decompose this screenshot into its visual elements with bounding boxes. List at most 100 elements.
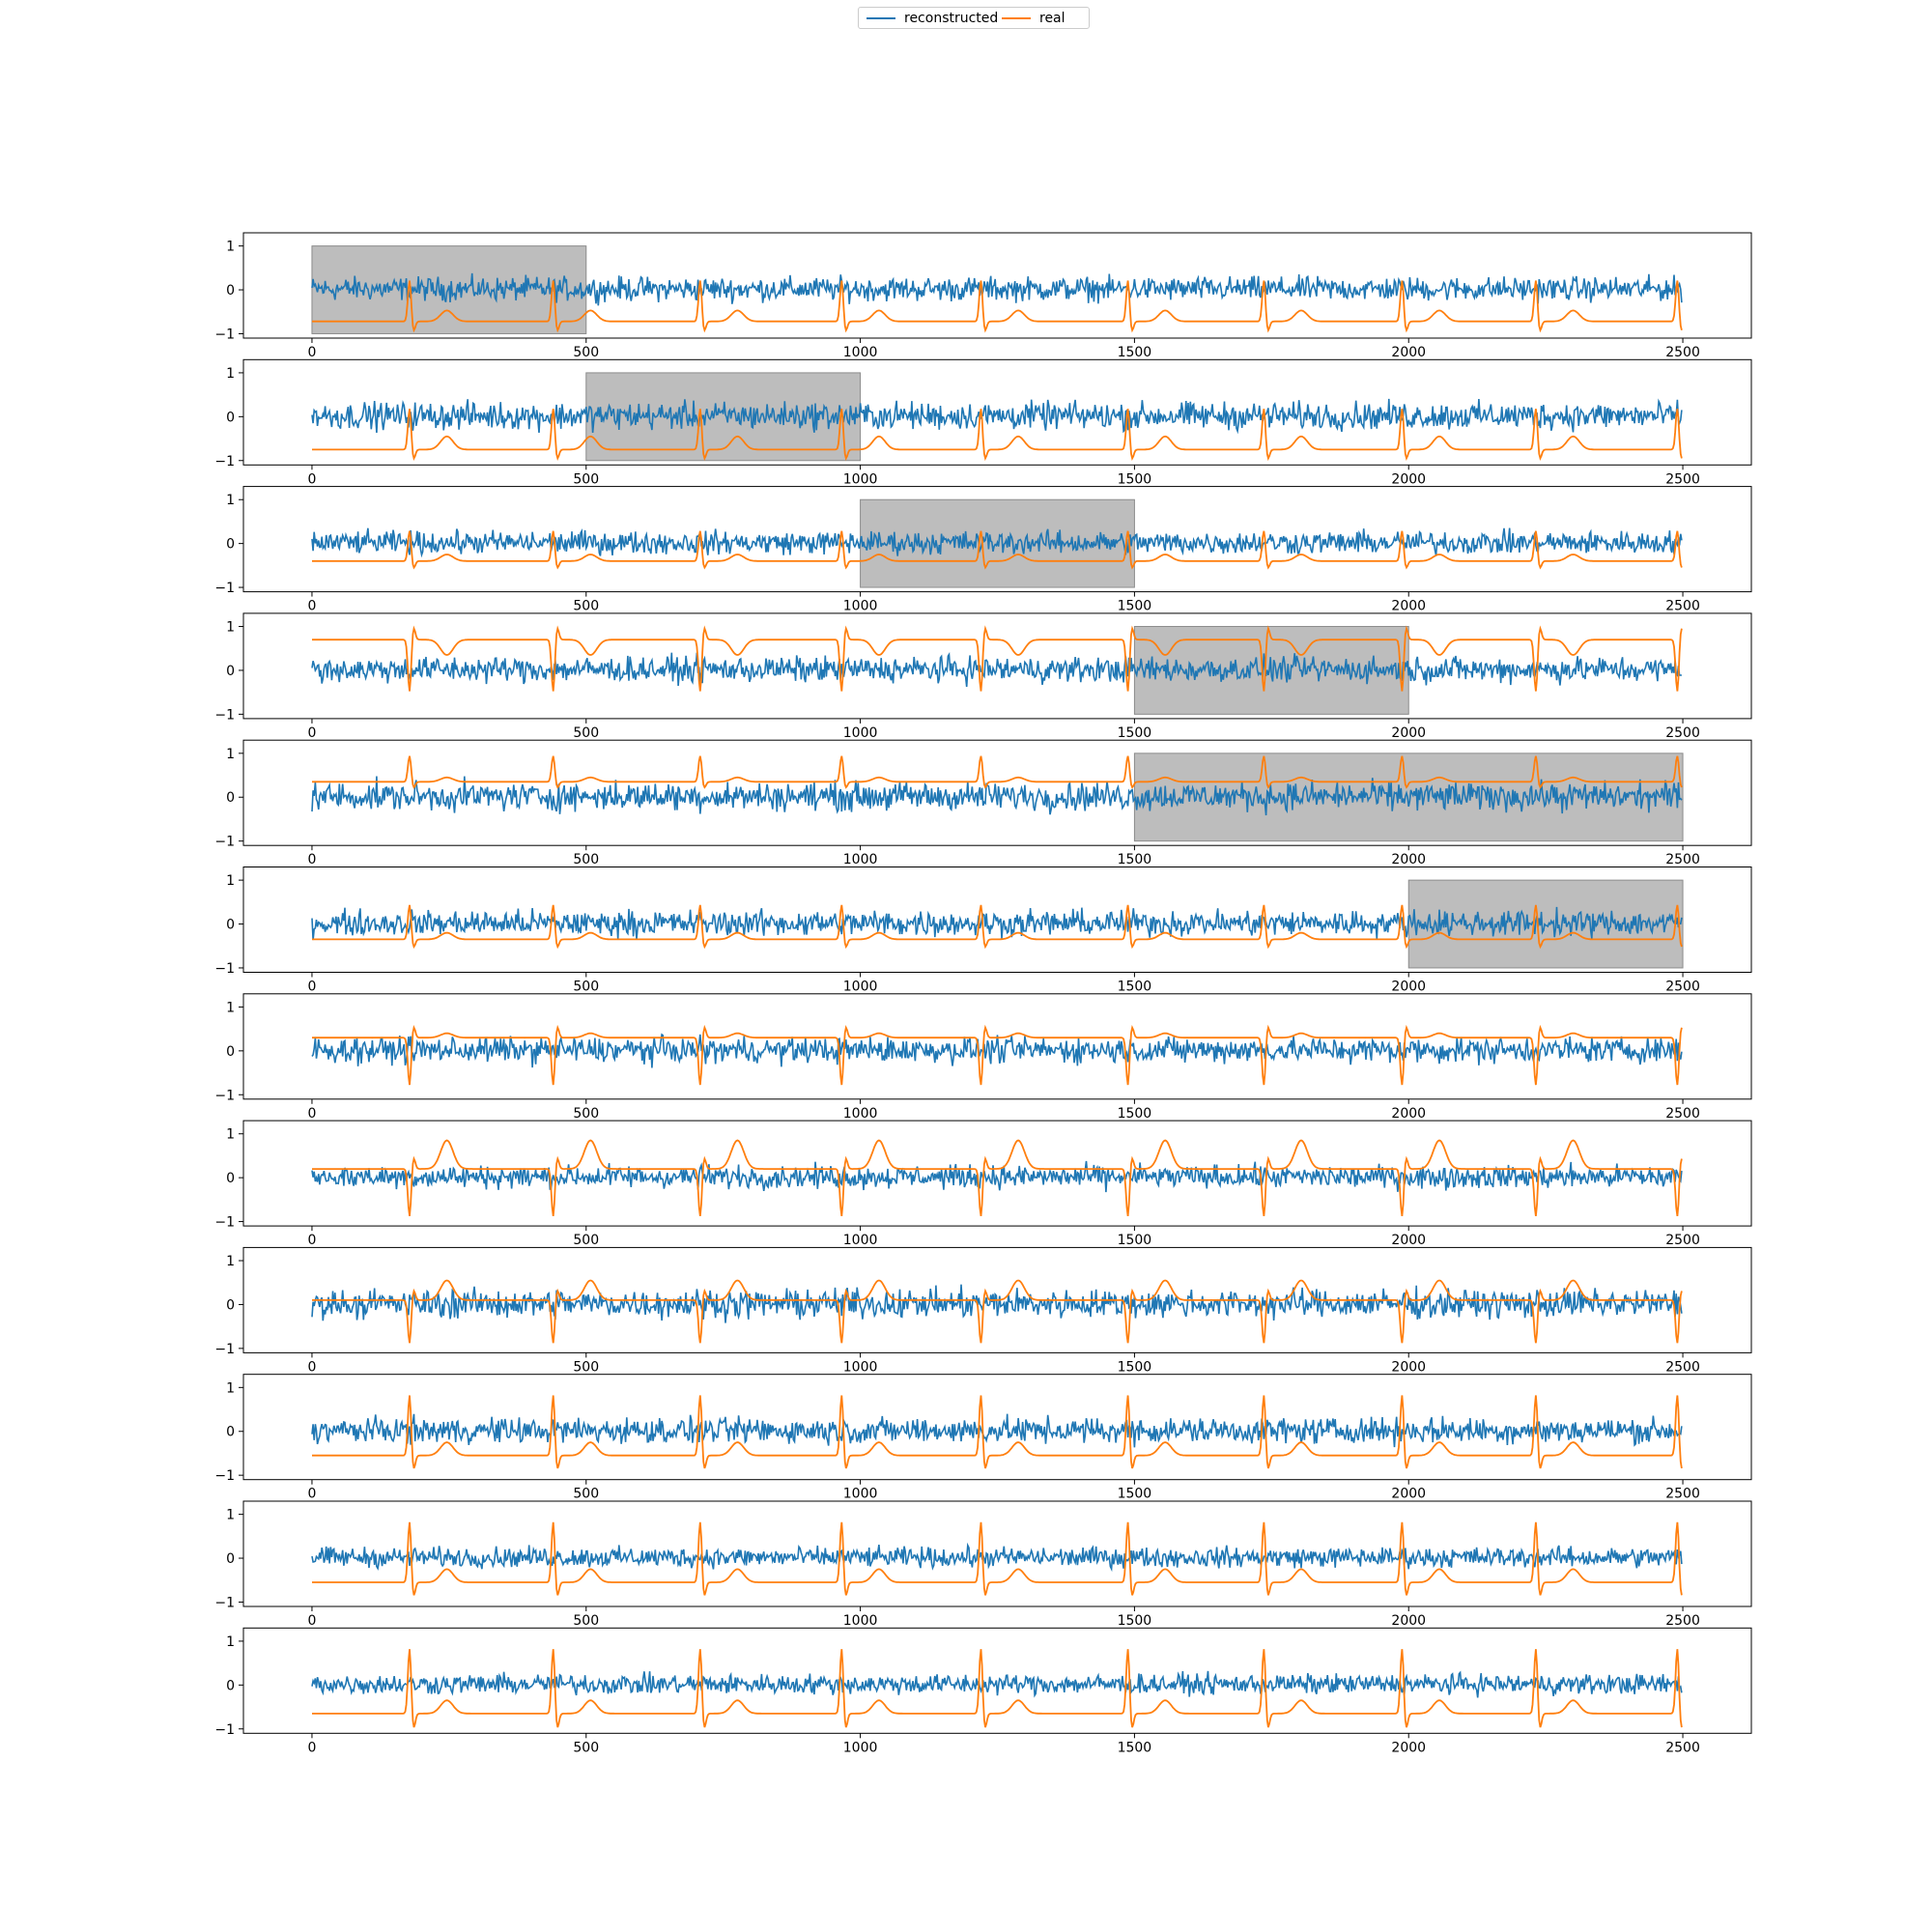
series-reconstructed <box>312 1545 1682 1569</box>
subplot-5: −1 0 1 0 500 1000 1500 2000 2500 <box>214 740 1751 867</box>
x-tick-label: 0 <box>307 471 316 487</box>
legend-swatch-reconstructed <box>867 17 895 19</box>
x-tick-label: 500 <box>573 345 599 360</box>
x-tick-label: 500 <box>573 852 599 867</box>
series-reconstructed <box>312 1285 1682 1323</box>
axes-frame <box>243 1628 1751 1733</box>
x-tick-label: 1000 <box>843 1613 878 1629</box>
x-tick-label: 1000 <box>843 1487 878 1502</box>
x-tick-label: 1500 <box>1118 1359 1152 1375</box>
y-tick-label: 1 <box>226 493 235 508</box>
x-tick-label: 1500 <box>1118 1613 1152 1629</box>
x-tick-label: 1000 <box>843 471 878 487</box>
y-tick-label: 1 <box>226 1634 235 1650</box>
x-tick-label: 1000 <box>843 1740 878 1755</box>
y-tick-label: 1 <box>226 240 235 255</box>
y-tick-label: 0 <box>226 1044 235 1060</box>
subplot-3: −1010 500 1000 1500 2000 2500 <box>214 487 1751 614</box>
x-tick-label: 1000 <box>843 725 878 741</box>
y-tick-label: −1 <box>214 1215 235 1231</box>
y-tick-label: −1 <box>214 1722 235 1738</box>
x-tick-label: 1000 <box>843 1359 878 1375</box>
x-tick-label: 500 <box>573 1613 599 1629</box>
x-tick-label: 1000 <box>843 599 878 614</box>
y-tick-label: −1 <box>214 835 235 850</box>
x-tick-label: 2500 <box>1665 725 1700 741</box>
y-tick-label: −1 <box>214 1468 235 1484</box>
x-tick-label: 0 <box>307 1106 316 1122</box>
x-tick-label: 1500 <box>1118 471 1152 487</box>
y-tick-label: 1 <box>226 366 235 382</box>
x-tick-label: 1000 <box>843 345 878 360</box>
subplot-1: −1 0 1 0 500 1000 1500 2000 2500 <box>214 233 1751 360</box>
y-tick-label: −1 <box>214 1088 235 1103</box>
series-reconstructed <box>312 1414 1682 1448</box>
x-tick-label: 0 <box>307 980 316 995</box>
x-tick-label: 2000 <box>1391 1740 1426 1755</box>
y-tick-label: 0 <box>226 410 235 425</box>
x-tick-label: 500 <box>573 725 599 741</box>
legend-label-reconstructed: reconstructed <box>904 11 998 26</box>
subplot-8: −1010 500 1000 1500 2000 2500 <box>214 1121 1751 1248</box>
subplot-4: −1 0 1 0 500 1000 1500 2000 2500 <box>214 613 1751 741</box>
x-tick-label: 500 <box>573 471 599 487</box>
x-tick-label: 2000 <box>1391 725 1426 741</box>
y-tick-label: 0 <box>226 790 235 806</box>
x-tick-label: 1000 <box>843 1233 878 1248</box>
x-tick-label: 0 <box>307 1233 316 1248</box>
x-tick-label: 1500 <box>1118 599 1152 614</box>
x-tick-label: 500 <box>573 1740 599 1755</box>
x-tick-label: 0 <box>307 1359 316 1375</box>
x-tick-label: 2000 <box>1391 980 1426 995</box>
y-tick-label: 0 <box>226 537 235 553</box>
subplot-12: −1 0 1 0 500 1000 1500 2000 2500 <box>214 1628 1751 1755</box>
y-tick-label: −1 <box>214 454 235 469</box>
x-tick-label: 1000 <box>843 852 878 867</box>
x-tick-label: 2500 <box>1665 1740 1700 1755</box>
x-tick-label: 2500 <box>1665 1359 1700 1375</box>
y-tick-label: 0 <box>226 1171 235 1186</box>
y-tick-label: 1 <box>226 1000 235 1015</box>
y-tick-label: 0 <box>226 1425 235 1440</box>
x-tick-label: 2000 <box>1391 852 1426 867</box>
x-tick-label: 1500 <box>1118 725 1152 741</box>
y-tick-label: −1 <box>214 1342 235 1357</box>
legend-swatch-real <box>1002 17 1031 19</box>
x-tick-label: 1000 <box>843 980 878 995</box>
y-tick-label: 0 <box>226 1551 235 1567</box>
x-tick-label: 0 <box>307 852 316 867</box>
series-reconstructed <box>312 653 1682 687</box>
subplot-11: −1 0 1 0 500 1000 1500 2000 2500 <box>214 1501 1751 1629</box>
x-tick-label: 0 <box>307 725 316 741</box>
x-tick-label: 2000 <box>1391 1106 1426 1122</box>
y-tick-label: 1 <box>226 1254 235 1269</box>
y-tick-label: 1 <box>226 1508 235 1523</box>
x-tick-label: 1500 <box>1118 980 1152 995</box>
x-tick-label: 2000 <box>1391 1487 1426 1502</box>
subplot-7: −1 0 1 0 500 1000 1500 2000 2500 <box>214 994 1751 1122</box>
x-tick-label: 0 <box>307 599 316 614</box>
x-tick-label: 1500 <box>1118 1740 1152 1755</box>
x-tick-label: 500 <box>573 1233 599 1248</box>
y-tick-label: 0 <box>226 664 235 679</box>
subplot-2: −1010 500 1000 1500 2000 2500 <box>214 359 1751 487</box>
y-tick-label: 0 <box>226 283 235 298</box>
legend: reconstructed real <box>858 7 1090 29</box>
y-tick-label: −1 <box>214 1595 235 1610</box>
x-tick-label: 2500 <box>1665 980 1700 995</box>
x-tick-label: 2500 <box>1665 471 1700 487</box>
x-tick-label: 0 <box>307 1487 316 1502</box>
subplot-9: −1 0 1 0 500 1000 1500 2000 2500 <box>214 1247 1751 1375</box>
x-tick-label: 0 <box>307 1613 316 1629</box>
x-tick-label: 1000 <box>843 1106 878 1122</box>
subplot-6: −1010 500 1000 1500 2000 2500 <box>214 867 1751 995</box>
legend-item-real: real <box>1002 10 1065 27</box>
y-tick-label: 0 <box>226 1678 235 1693</box>
y-tick-label: −1 <box>214 581 235 596</box>
x-tick-label: 2500 <box>1665 852 1700 867</box>
x-tick-label: 2500 <box>1665 1613 1700 1629</box>
x-tick-label: 2000 <box>1391 1233 1426 1248</box>
series-reconstructed <box>312 1161 1682 1192</box>
series-reconstructed <box>312 1035 1682 1068</box>
legend-label-real: real <box>1039 11 1065 26</box>
